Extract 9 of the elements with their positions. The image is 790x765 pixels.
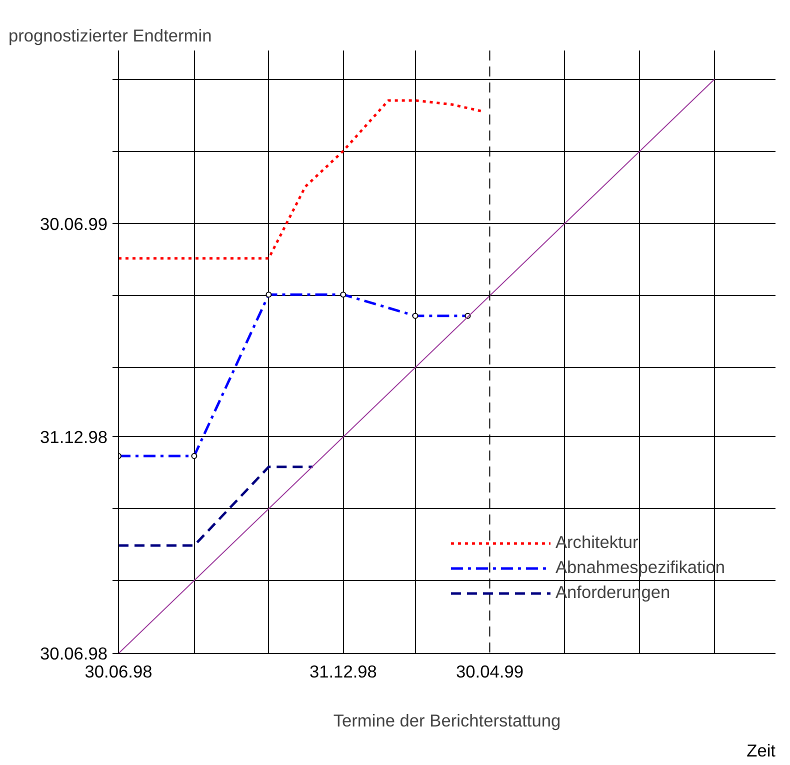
x-axis-title: Termine der Berichterstattung xyxy=(333,710,561,730)
x-tick-label: 30.04.99 xyxy=(456,662,524,682)
text: Zeit xyxy=(746,740,776,760)
y-axis-title: prognostizierter Endtermin xyxy=(8,26,212,46)
x-tick-label: 30.06.98 xyxy=(84,662,152,682)
text: 31.12.98 xyxy=(40,426,108,447)
x-tick-label: 31.12.98 xyxy=(309,662,377,682)
text: 30.06.98 xyxy=(40,644,108,664)
text: 30.06.99 xyxy=(40,214,108,234)
